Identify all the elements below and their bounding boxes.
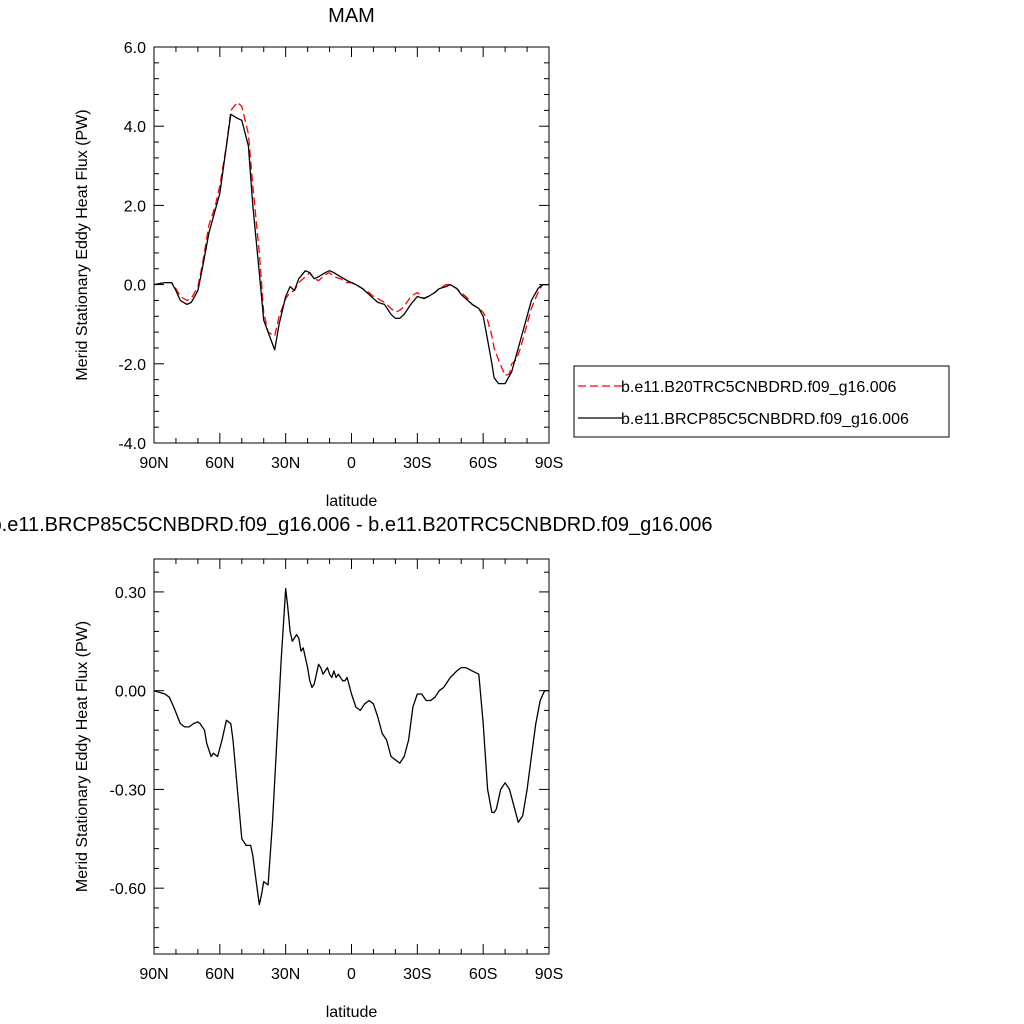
- y-tick-label: 0.30: [115, 585, 146, 602]
- y-axis-label: Merid Stationary Eddy Heat Flux (PW): [74, 621, 91, 892]
- x-tick-label: 0: [347, 966, 356, 983]
- x-tick-label: 60N: [205, 455, 234, 472]
- top-line-chart: MAM 90N 60N 30N 0 30S 60S 90S -4.0 -2.0 0.0 2.0 4.0 6…: [74, 5, 950, 510]
- y-tick-label: -4.0: [118, 436, 146, 453]
- y-tick-label: 2.0: [124, 198, 146, 215]
- y-tick-label: 0.0: [124, 278, 146, 295]
- series-line-0: [153, 587, 549, 906]
- y-tick-label: -2.0: [118, 357, 146, 374]
- x-tick-label: 30N: [271, 966, 300, 983]
- x-tick-label: 60N: [205, 966, 234, 983]
- legend-box: [573, 365, 950, 438]
- y-tick-label: 4.0: [124, 119, 146, 136]
- x-tick-label: 90N: [139, 966, 168, 983]
- x-tick-label: 60S: [469, 966, 497, 983]
- x-tick-label: 60S: [469, 455, 497, 472]
- y-tick-label: -0.30: [110, 782, 147, 799]
- plot-frame: [153, 558, 550, 955]
- series-line-0: [153, 101, 549, 377]
- x-tick-label: 0: [347, 455, 356, 472]
- plot-frame: [153, 46, 550, 444]
- x-tick-label: 30S: [403, 966, 431, 983]
- y-axis-label: Merid Stationary Eddy Heat Flux (PW): [74, 109, 91, 380]
- legend-entry-1: b.e11.BRCP85C5CNBDRD.f09_g16.006: [621, 411, 909, 428]
- difference-line-chart: b.e11.BRCP85C5CNBDRD.f09_g16.006 - b.e11…: [0, 514, 712, 1021]
- x-tick-label: 90S: [535, 455, 563, 472]
- chart-title: b.e11.BRCP85C5CNBDRD.f09_g16.006 - b.e11…: [0, 514, 712, 536]
- y-tick-label: 6.0: [124, 40, 146, 57]
- chart-title: MAM: [328, 5, 375, 27]
- y-tick-label: 0.00: [115, 684, 146, 701]
- x-tick-label: 90S: [535, 966, 563, 983]
- x-tick-label: 30S: [403, 455, 431, 472]
- x-tick-label: 90N: [139, 455, 168, 472]
- x-axis-label: latitude: [326, 1004, 378, 1021]
- x-tick-label: 30N: [271, 455, 300, 472]
- series-line-1: [153, 113, 549, 385]
- x-axis-label: latitude: [326, 493, 378, 510]
- y-tick-label: -0.60: [110, 881, 147, 898]
- legend-entry-0: b.e11.B20TRC5CNBDRD.f09_g16.006: [621, 379, 897, 396]
